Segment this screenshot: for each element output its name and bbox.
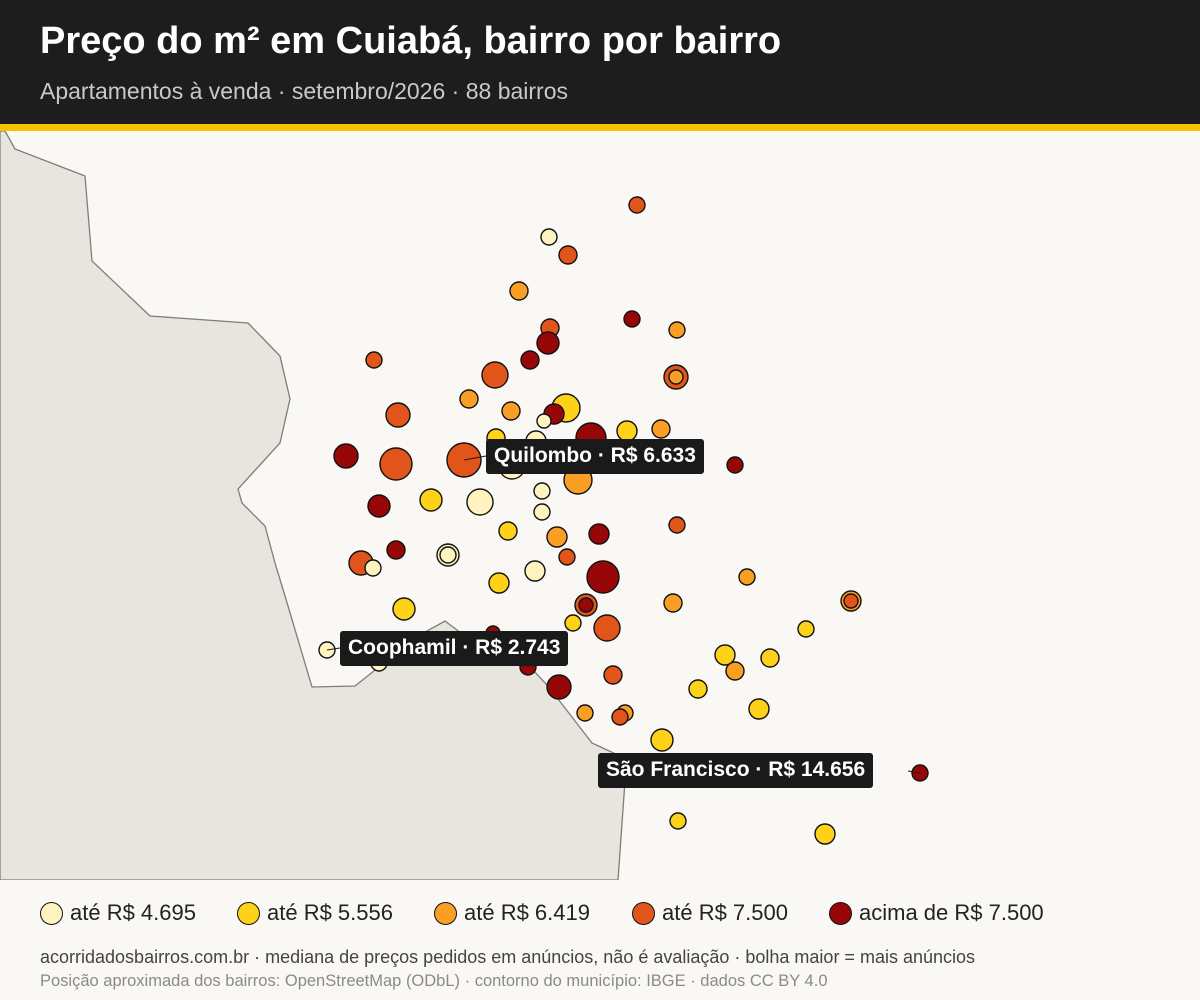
neighborhood-bubble <box>481 361 509 389</box>
neighborhood-bubble <box>558 548 576 566</box>
neighborhood-bubble <box>669 812 687 830</box>
neighborhood-bubble <box>365 351 383 369</box>
callout-leaders <box>326 455 921 774</box>
neighborhood-bubble <box>392 597 416 621</box>
legend-swatch-tier-2 <box>237 901 260 925</box>
neighborhood-bubble <box>576 704 594 722</box>
page-title: Preço do m² em Cuiabá, bairro por bairro <box>40 20 782 62</box>
map-canvas <box>0 131 929 880</box>
legend-swatch-tier-3 <box>434 901 457 925</box>
neighborhood-bubble <box>668 321 686 339</box>
neighborhood-bubble <box>459 389 479 409</box>
neighborhood-bubble <box>533 503 551 521</box>
neighborhood-bubble <box>611 708 629 726</box>
neighborhood-bubble <box>488 572 510 594</box>
neighborhood-bubble <box>588 523 610 545</box>
neighborhood-bubble <box>663 593 683 613</box>
legend-swatch-tier-4 <box>632 901 655 925</box>
neighborhood-bubble <box>668 516 686 534</box>
neighborhood-bubble <box>726 456 744 474</box>
map-area: Quilombo · R$ 6.633 Coophamil · R$ 2.743… <box>0 131 1200 880</box>
neighborhood-bubble <box>524 560 546 582</box>
neighborhood-bubble <box>651 419 671 439</box>
neighborhood-bubble <box>578 597 594 613</box>
neighborhood-bubble <box>603 665 623 685</box>
legend-item-tier-3: até R$ 6.419 <box>434 896 590 930</box>
legend-label: até R$ 4.695 <box>70 900 196 925</box>
legend-swatch-tier-1 <box>40 901 63 925</box>
footnote: acorridadosbairros.com.br · mediana de p… <box>40 947 976 967</box>
callout-leader-line <box>463 455 487 461</box>
neighborhood-bubble <box>333 443 359 469</box>
outside-municipality-land <box>0 131 626 880</box>
callout-leader-line <box>907 770 921 774</box>
callout-leader-line <box>326 647 341 651</box>
neighborhood-bubble <box>536 331 560 355</box>
legend-swatch-tier-5 <box>829 901 852 925</box>
neighborhood-bubble <box>364 559 382 577</box>
neighborhood-bubble <box>843 593 859 609</box>
neighborhood-bubble <box>650 728 674 752</box>
legend-label: até R$ 6.419 <box>464 900 590 925</box>
neighborhood-bubble <box>385 402 411 428</box>
neighborhood-bubble <box>797 620 815 638</box>
callout-sao-francisco: São Francisco · R$ 14.656 <box>598 753 874 788</box>
neighborhood-bubble <box>546 674 572 700</box>
neighborhood-bubble <box>439 546 457 564</box>
neighborhood-bubble <box>738 568 756 586</box>
neighborhood-bubble <box>419 488 443 512</box>
neighborhood-bubble <box>498 521 518 541</box>
callout-coophamil: Coophamil · R$ 2.743 <box>340 631 569 666</box>
neighborhood-bubble <box>564 614 582 632</box>
legend-item-tier-1: até R$ 4.695 <box>40 896 196 930</box>
neighborhood-bubble <box>546 526 568 548</box>
accent-bar <box>0 124 1200 131</box>
legend-item-tier-2: até R$ 5.556 <box>237 896 393 930</box>
neighborhood-bubble <box>760 648 780 668</box>
header-bar: Preço do m² em Cuiabá, bairro por bairro… <box>0 0 1200 124</box>
page-subtitle: Apartamentos à venda · setembro/2026 · 8… <box>40 78 569 104</box>
neighborhood-bubble <box>379 447 413 481</box>
neighborhood-bubble <box>688 679 708 699</box>
neighborhood-bubble <box>628 196 646 214</box>
neighborhood-bubble <box>623 310 641 328</box>
neighborhood-bubble <box>466 488 494 516</box>
bubble-layer <box>318 196 929 845</box>
neighborhood-bubble <box>593 614 621 642</box>
legend-item-tier-5: acima de R$ 7.500 <box>829 896 1044 930</box>
neighborhood-bubble <box>386 540 406 560</box>
neighborhood-bubble <box>533 482 551 500</box>
neighborhood-bubble <box>725 661 745 681</box>
legend-label: até R$ 5.556 <box>267 900 393 925</box>
legend-label: até R$ 7.500 <box>662 900 788 925</box>
source-note: Posição aproximada dos bairros: OpenStre… <box>40 972 828 990</box>
neighborhood-bubble <box>367 494 391 518</box>
neighborhood-bubble <box>616 420 638 442</box>
neighborhood-bubble <box>509 281 529 301</box>
neighborhood-bubble <box>520 350 540 370</box>
callout-quilombo: Quilombo · R$ 6.633 <box>486 439 704 474</box>
neighborhood-bubble <box>558 245 578 265</box>
neighborhood-bubble <box>501 401 521 421</box>
neighborhood-bubble <box>536 413 552 429</box>
legend-label: acima de R$ 7.500 <box>859 900 1044 925</box>
neighborhood-bubble <box>668 369 684 385</box>
neighborhood-bubble <box>540 228 558 246</box>
legend: até R$ 4.695 até R$ 5.556 até R$ 6.419 a… <box>40 896 1170 930</box>
neighborhood-bubble <box>714 644 736 666</box>
neighborhood-bubble <box>586 560 620 594</box>
neighborhood-bubble <box>814 823 836 845</box>
neighborhood-bubble <box>748 698 770 720</box>
legend-item-tier-4: até R$ 7.500 <box>632 896 788 930</box>
